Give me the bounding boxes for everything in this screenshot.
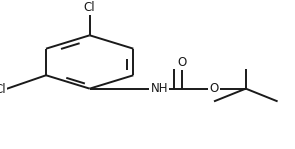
Text: Cl: Cl bbox=[0, 83, 6, 96]
Text: O: O bbox=[209, 82, 219, 95]
Text: Cl: Cl bbox=[84, 1, 96, 14]
Text: NH: NH bbox=[150, 82, 168, 95]
Text: O: O bbox=[178, 56, 187, 69]
